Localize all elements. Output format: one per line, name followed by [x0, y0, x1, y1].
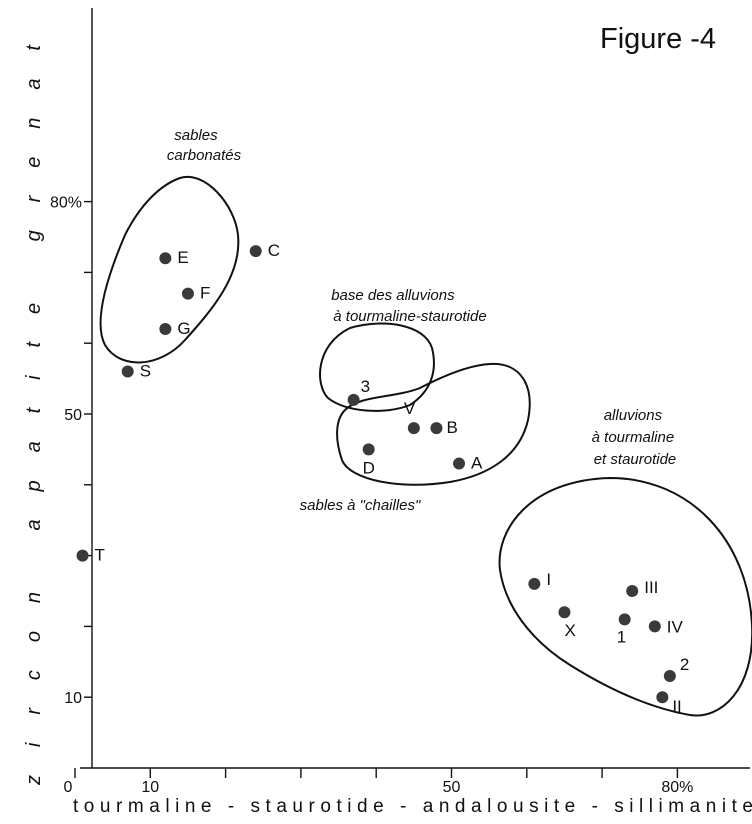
- data-point: [663, 669, 676, 682]
- data-point: [648, 620, 661, 633]
- data-point-label: G: [177, 319, 190, 338]
- data-point-label: V: [404, 399, 416, 418]
- data-point: [121, 365, 134, 378]
- data-point: [558, 606, 571, 619]
- data-point: [159, 323, 172, 336]
- y-tick-label: 80%: [50, 195, 82, 212]
- data-point-label: S: [140, 362, 151, 381]
- data-point: [249, 245, 262, 258]
- x-tick-label: 10: [141, 779, 159, 796]
- group-label-alluvions-tourmaline: alluvions à tourmaline et staurotide: [592, 407, 679, 468]
- x-tick-label: 50: [443, 779, 461, 796]
- x-tick-label: 0: [64, 779, 73, 796]
- data-point: [347, 393, 360, 406]
- data-point: [76, 549, 89, 562]
- data-point-label: F: [200, 284, 210, 303]
- y-tick-label: 10: [64, 690, 82, 707]
- data-point-label: C: [268, 241, 280, 260]
- data-point: [407, 422, 420, 435]
- group-label-line: sables à "chailles": [300, 497, 421, 514]
- data-point-label: I: [546, 570, 551, 589]
- data-point: [528, 577, 541, 590]
- data-point: [453, 457, 466, 470]
- data-point-label: 2: [680, 655, 689, 674]
- data-point: [626, 585, 639, 597]
- data-point: [362, 443, 375, 456]
- group-outline-base-alluvions: [319, 322, 435, 412]
- y-tick-label: 50: [64, 407, 82, 424]
- data-point-label: D: [363, 458, 375, 477]
- data-point-label: E: [177, 248, 188, 267]
- data-point-label: 3: [361, 377, 370, 396]
- group-label-sables-chailles: sables à "chailles": [300, 497, 421, 514]
- group-outline-alluvions-tourmaline: [498, 476, 752, 717]
- y-axis-label: zircon apatite grenat: [23, 44, 45, 786]
- group-label-sables-carbonates: sables carbonatés: [167, 127, 242, 164]
- axis-ticks: 0 10 50 80% 10 50 80%: [50, 195, 693, 796]
- group-label-line: base des alluvions: [331, 287, 455, 304]
- group-outline-sables-chailles: [336, 362, 531, 486]
- group-label-base-alluvions: base des alluvions à tourmaline-stauroti…: [331, 287, 487, 325]
- data-point: [430, 422, 443, 435]
- data-point-label: T: [95, 546, 105, 565]
- group-label-line: et staurotide: [594, 451, 677, 468]
- group-label-line: à tourmaline: [592, 429, 675, 446]
- x-axis-label: tourmaline - staurotide - andalousite - …: [73, 796, 752, 817]
- data-point-label: IV: [667, 617, 684, 636]
- data-point: [159, 252, 172, 265]
- group-label-line: carbonatés: [167, 147, 242, 164]
- data-point-label: III: [644, 578, 658, 597]
- figure-title: Figure -4: [600, 23, 716, 55]
- data-point-label: X: [564, 621, 575, 640]
- x-tick-label: 80%: [661, 779, 693, 796]
- data-point-label: B: [446, 418, 457, 437]
- data-point-label: A: [471, 454, 483, 473]
- group-label-line: alluvions: [604, 407, 663, 424]
- group-label-line: sables: [174, 127, 218, 144]
- group-outline-sables-carbonates: [99, 175, 240, 364]
- data-point-label: II: [672, 697, 681, 716]
- group-label-line: à tourmaline-staurotide: [333, 308, 486, 325]
- data-point: [656, 691, 669, 704]
- data-point: [618, 613, 631, 626]
- data-point: [181, 287, 194, 300]
- data-point-label: 1: [617, 627, 626, 646]
